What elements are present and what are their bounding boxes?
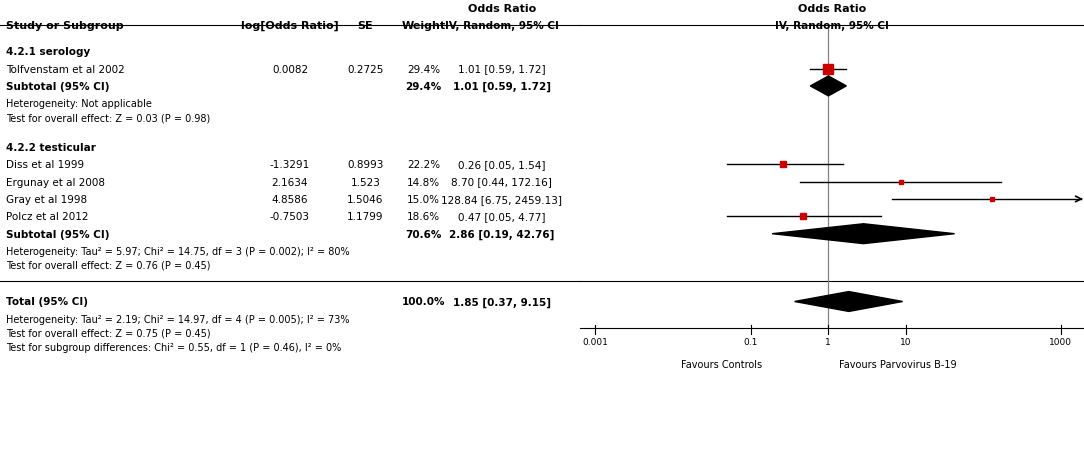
- Text: 4.2.1 serology: 4.2.1 serology: [5, 47, 90, 57]
- Text: Test for subgroup differences: Chi² = 0.55, df = 1 (P = 0.46), I² = 0%: Test for subgroup differences: Chi² = 0.…: [5, 342, 341, 352]
- Text: Test for overall effect: Z = 0.75 (P = 0.45): Test for overall effect: Z = 0.75 (P = 0…: [5, 328, 210, 338]
- Text: Polcz et al 2012: Polcz et al 2012: [5, 212, 88, 222]
- Text: 2.86 [0.19, 42.76]: 2.86 [0.19, 42.76]: [449, 229, 554, 239]
- Text: Odds Ratio: Odds Ratio: [467, 4, 535, 14]
- Text: 29.4%: 29.4%: [405, 82, 441, 92]
- Text: Tolfvenstam et al 2002: Tolfvenstam et al 2002: [5, 64, 125, 74]
- Text: 1.1799: 1.1799: [347, 212, 384, 222]
- Text: 29.4%: 29.4%: [406, 64, 440, 74]
- Text: 70.6%: 70.6%: [405, 229, 441, 239]
- Text: Ergunay et al 2008: Ergunay et al 2008: [5, 177, 105, 187]
- Text: 0.47 [0.05, 4.77]: 0.47 [0.05, 4.77]: [457, 212, 545, 222]
- Text: 1.523: 1.523: [350, 177, 380, 187]
- Text: 1: 1: [825, 337, 831, 346]
- Text: Test for overall effect: Z = 0.76 (P = 0.45): Test for overall effect: Z = 0.76 (P = 0…: [5, 260, 210, 271]
- Text: 2.1634: 2.1634: [272, 177, 308, 187]
- Text: Favours Parvovirus B-19: Favours Parvovirus B-19: [839, 359, 956, 369]
- Text: 10: 10: [900, 337, 912, 346]
- Text: Heterogeneity: Not applicable: Heterogeneity: Not applicable: [5, 99, 152, 109]
- Text: Diss et al 1999: Diss et al 1999: [5, 160, 83, 170]
- Text: Subtotal (95% CI): Subtotal (95% CI): [5, 82, 109, 92]
- Text: 1.01 [0.59, 1.72]: 1.01 [0.59, 1.72]: [453, 82, 551, 92]
- Text: 0.2725: 0.2725: [347, 64, 384, 74]
- Text: 15.0%: 15.0%: [406, 194, 440, 204]
- Text: 128.84 [6.75, 2459.13]: 128.84 [6.75, 2459.13]: [441, 194, 563, 204]
- Text: -0.7503: -0.7503: [270, 212, 310, 222]
- Text: Odds Ratio: Odds Ratio: [798, 4, 866, 14]
- Text: 18.6%: 18.6%: [406, 212, 440, 222]
- Text: 1.85 [0.37, 9.15]: 1.85 [0.37, 9.15]: [453, 297, 551, 307]
- Polygon shape: [795, 292, 903, 312]
- Text: 4.8586: 4.8586: [272, 194, 308, 204]
- Text: 0.0082: 0.0082: [272, 64, 308, 74]
- Text: Heterogeneity: Tau² = 2.19; Chi² = 14.97, df = 4 (P = 0.005); I² = 73%: Heterogeneity: Tau² = 2.19; Chi² = 14.97…: [5, 314, 349, 324]
- Text: IV, Random, 95% CI: IV, Random, 95% CI: [775, 21, 889, 31]
- Text: 0.26 [0.05, 1.54]: 0.26 [0.05, 1.54]: [457, 160, 545, 170]
- Text: Test for overall effect: Z = 0.03 (P = 0.98): Test for overall effect: Z = 0.03 (P = 0…: [5, 113, 210, 123]
- Text: 1.01 [0.59, 1.72]: 1.01 [0.59, 1.72]: [457, 64, 545, 74]
- Text: 1.5046: 1.5046: [347, 194, 384, 204]
- Text: 0.8993: 0.8993: [347, 160, 384, 170]
- Text: IV, Random, 95% CI: IV, Random, 95% CI: [444, 21, 558, 31]
- Polygon shape: [772, 224, 955, 244]
- Text: Favours Controls: Favours Controls: [681, 359, 762, 369]
- Text: Subtotal (95% CI): Subtotal (95% CI): [5, 229, 109, 239]
- Text: log[Odds Ratio]: log[Odds Ratio]: [241, 21, 339, 31]
- Text: 4.2.2 testicular: 4.2.2 testicular: [5, 143, 95, 152]
- Text: Gray et al 1998: Gray et al 1998: [5, 194, 87, 204]
- Text: -1.3291: -1.3291: [270, 160, 310, 170]
- Text: 1000: 1000: [1049, 337, 1072, 346]
- Text: Heterogeneity: Tau² = 5.97; Chi² = 14.75, df = 3 (P = 0.002); I² = 80%: Heterogeneity: Tau² = 5.97; Chi² = 14.75…: [5, 247, 349, 257]
- Text: Study or Subgroup: Study or Subgroup: [5, 21, 124, 31]
- Text: 14.8%: 14.8%: [406, 177, 440, 187]
- Text: Weight: Weight: [401, 21, 446, 31]
- Text: 100.0%: 100.0%: [401, 297, 446, 307]
- Text: 0.001: 0.001: [582, 337, 608, 346]
- Text: SE: SE: [358, 21, 373, 31]
- Text: 22.2%: 22.2%: [406, 160, 440, 170]
- Text: 8.70 [0.44, 172.16]: 8.70 [0.44, 172.16]: [451, 177, 552, 187]
- Text: Total (95% CI): Total (95% CI): [5, 297, 88, 307]
- Text: 0.1: 0.1: [744, 337, 758, 346]
- Polygon shape: [811, 77, 847, 97]
